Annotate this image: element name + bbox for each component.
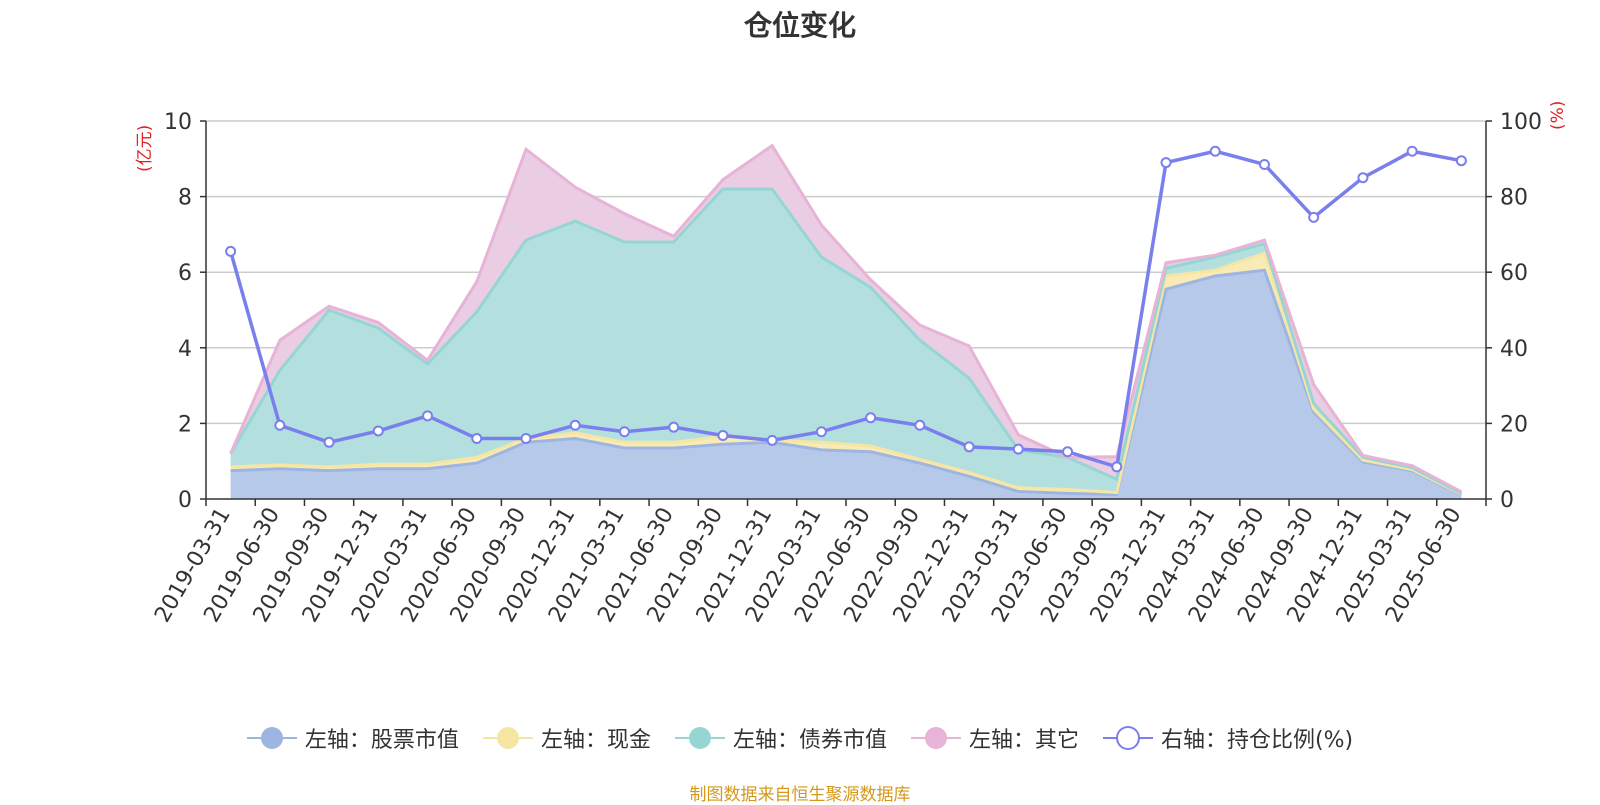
area-series-2 [230,253,1462,496]
line-series-point [1258,158,1270,170]
line-series-point [1308,211,1320,223]
area-series-4 [230,145,1462,494]
line-series-point [1209,145,1221,157]
legend-label: 左轴：债券市值 [732,728,887,753]
left-axis-tick-label: 4 [178,337,192,362]
line-series-point [1160,157,1172,169]
right-axis-tick-label: 40 [1500,337,1528,362]
chart-plot-area: 02468100204060801002019-03-312019-06-302… [150,110,1542,627]
line-series-point [569,419,581,431]
line-series-point [1111,461,1123,473]
area-series-3 [230,189,1462,495]
legend-item-4[interactable]: 左轴：其它 [910,722,1079,754]
line-series-point [618,426,630,438]
line-series-point [914,419,926,431]
line-series-point [717,429,729,441]
area-series-3-edge [229,187,1463,496]
legend-label: 右轴：持仓比例(%) [1160,728,1354,753]
line-series-point [1357,172,1369,184]
right-axis-tick-label: 100 [1500,110,1542,135]
line-series-point [1455,155,1467,167]
line-series-point [668,421,680,433]
legend-item-5[interactable]: 右轴：持仓比例(%) [1102,722,1354,754]
legend-swatch-icon [910,727,961,749]
right-axis-tick-label: 20 [1500,412,1528,437]
legend-item-3[interactable]: 左轴：债券市值 [674,722,887,754]
line-series-point [471,433,483,445]
chart-legend: 左轴：股票市值 左轴：现金 左轴：债券市值 左轴：其它 右轴：持仓比例(%) [0,722,1600,754]
legend-swatch-icon [1102,726,1153,750]
line-series-point [815,426,827,438]
left-axis-tick-label: 10 [164,110,192,135]
area-series-1-edge [230,268,1463,497]
data-source-note: 制图数据来自恒生聚源数据库 [689,785,911,805]
legend-swatch-icon [674,727,725,749]
line-series-point [1012,443,1024,455]
left-axis-tick-label: 6 [178,261,192,286]
legend-item-2[interactable]: 左轴：现金 [482,722,651,754]
line-series-point [1406,145,1418,157]
right-axis-tick-label: 60 [1500,261,1528,286]
chart-title: 仓位变化 [743,9,856,42]
legend-label: 左轴：股票市值 [304,728,459,753]
line-series-point [520,433,532,445]
line-series-1 [228,149,1462,470]
area-series-2-edge [230,251,1463,496]
legend-swatch-icon [482,727,533,749]
legend-label: 左轴：现金 [540,728,651,753]
legend-label: 左轴：其它 [968,728,1079,753]
line-series-point [422,410,434,422]
left-axis-tick-label: 0 [178,488,192,513]
line-series-point [963,441,975,453]
right-axis-tick-label: 80 [1500,186,1528,211]
line-series-point [323,436,335,448]
left-axis-tick-label: 2 [178,412,192,437]
area-series-4-edge [229,143,1463,494]
right-axis-tick-label: 0 [1500,488,1514,513]
line-series-point [274,419,286,431]
line-series-point [225,245,237,257]
line-series-point [1062,446,1074,458]
line-series-point [372,425,384,437]
line-series-point [865,412,877,424]
legend-item-1[interactable]: 左轴：股票市值 [246,722,459,754]
line-series-point [766,434,778,446]
legend-swatch-icon [246,727,297,749]
left-axis-tick-label: 8 [178,186,192,211]
